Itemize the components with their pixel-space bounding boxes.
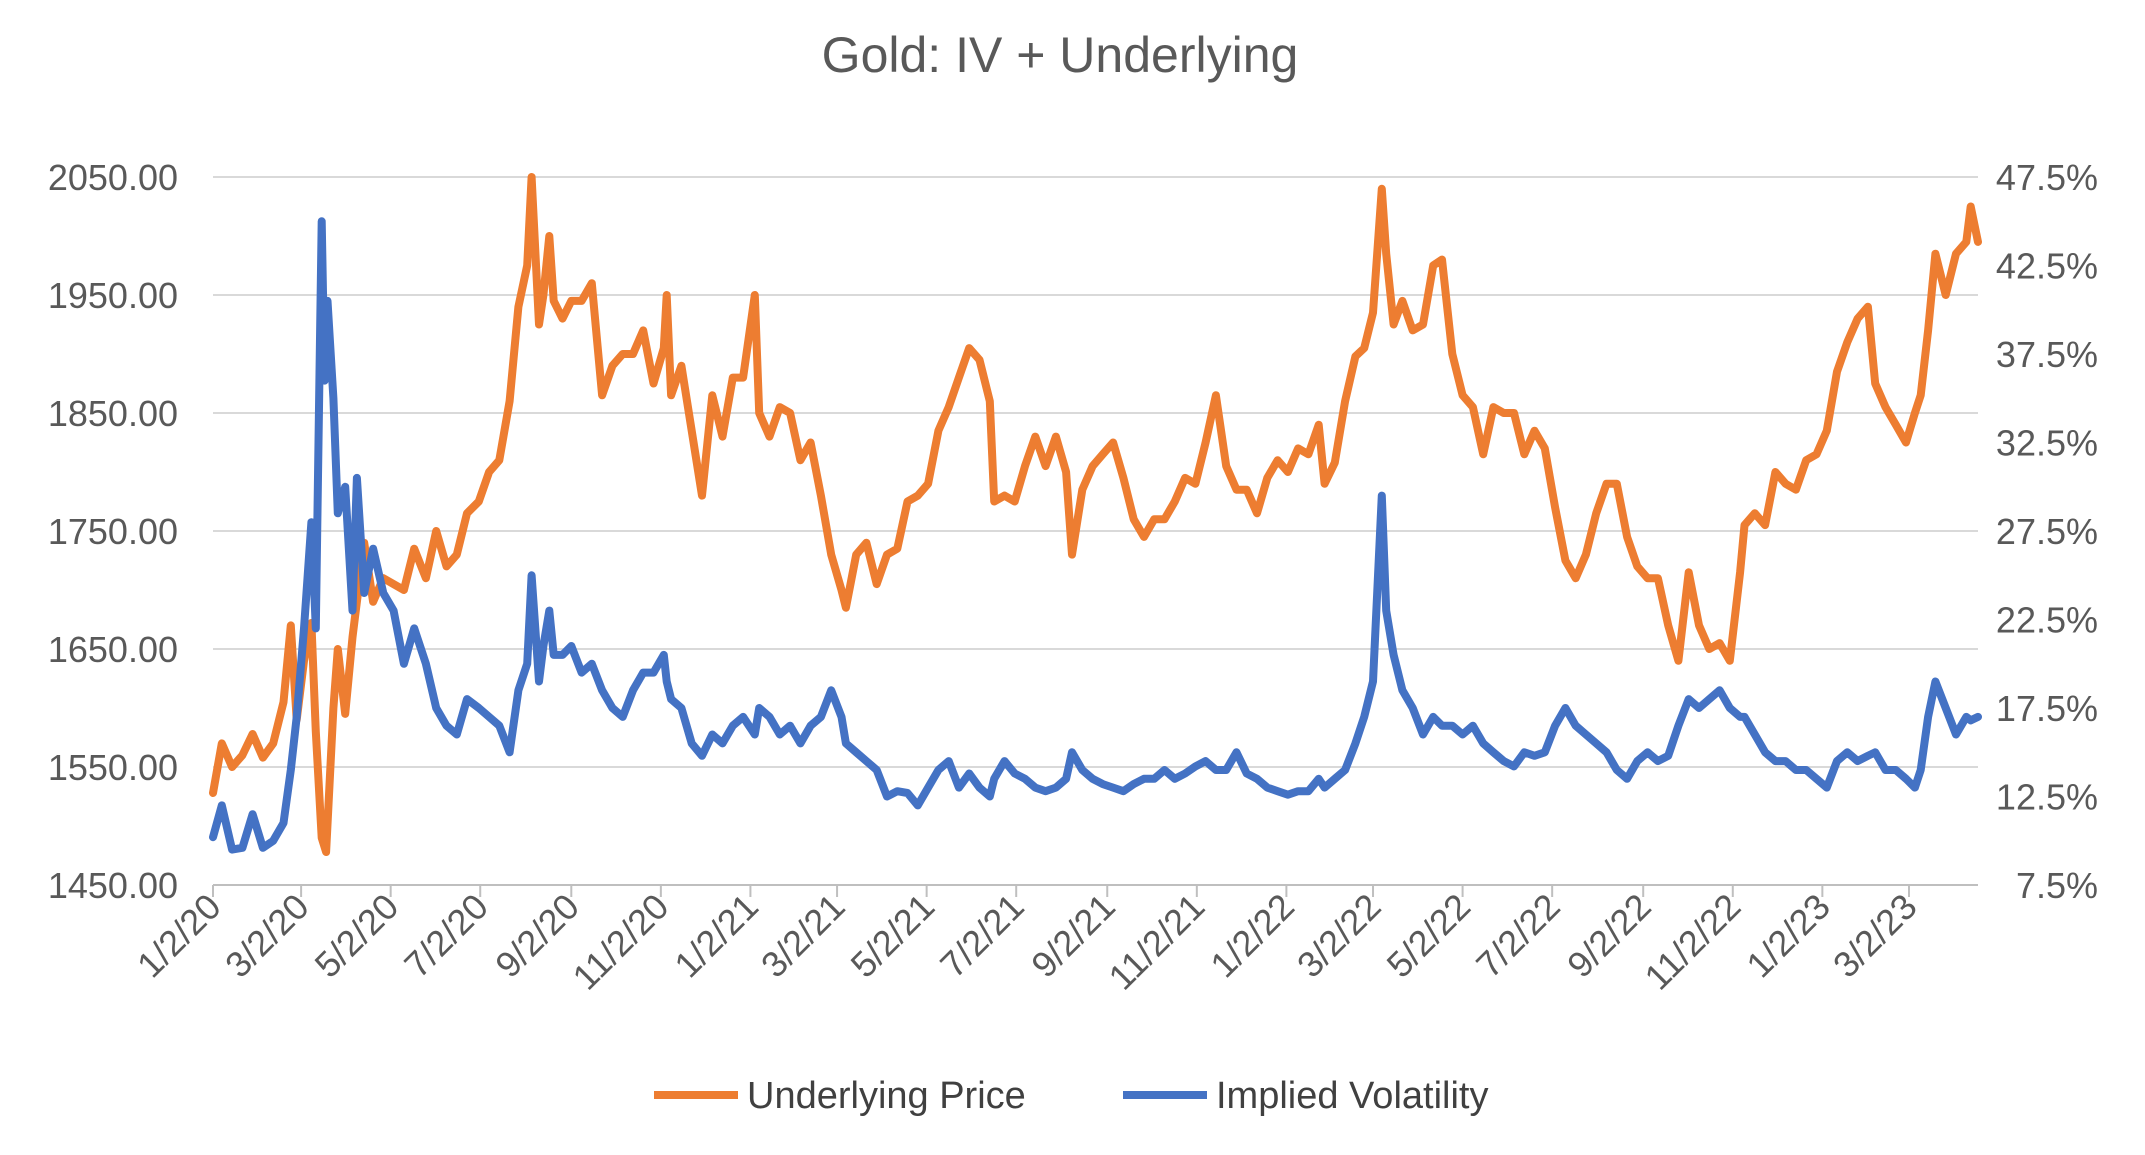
right-tick-label: 27.5% [1996,511,2098,552]
legend: Underlying Price Implied Volatility [654,1075,1488,1117]
left-tick-label: 1750.00 [48,511,178,552]
right-tick-label: 32.5% [1996,423,2098,464]
x-tick-label: 11/2/20 [564,886,676,998]
right-tick-label: 22.5% [1996,600,2098,641]
x-tick-label: 3/2/21 [753,886,853,986]
x-tick-label: 7/2/21 [932,886,1032,986]
x-tick-label: 1/2/21 [666,886,766,986]
left-axis-ticks: 1450.00 1550.00 1650.00 1750.00 1850.00 1950.… [48,157,178,906]
x-axis-ticks: 1/2/203/2/205/2/207/2/209/2/2011/2/201/2… [129,885,1925,998]
x-tick-label: 11/2/22 [1636,886,1748,998]
x-tick-label: 1/2/22 [1202,886,1302,986]
x-tick-label: 7/2/22 [1468,886,1568,986]
right-axis-ticks: 7.5% 12.5% 17.5% 22.5% 27.5% 32.5% 37.5% 42.5% 4… [1996,157,2098,906]
left-tick-label: 1650.00 [48,629,178,670]
x-tick-label: 5/2/21 [843,886,943,986]
legend-label-underlying-price: Underlying Price [747,1075,1026,1117]
x-tick-label: 11/2/21 [1100,886,1212,998]
left-tick-label: 2050.00 [48,157,178,198]
legend-item-underlying-price[interactable]: Underlying Price [654,1075,1026,1117]
x-tick-label: 5/2/20 [307,886,407,986]
legend-label-implied-volatility: Implied Volatility [1216,1075,1488,1117]
x-tick-label: 7/2/20 [396,886,496,986]
left-tick-label: 1450.00 [48,865,178,906]
x-tick-label: 1/2/23 [1738,886,1838,986]
legend-item-implied-volatility[interactable]: Implied Volatility [1123,1075,1488,1117]
x-tick-label: 3/2/22 [1289,886,1389,986]
right-tick-label: 37.5% [1996,334,2098,375]
x-tick-label: 5/2/22 [1378,886,1478,986]
right-tick-label: 12.5% [1996,777,2098,818]
series-lines [209,173,1982,856]
right-tick-label: 42.5% [1996,246,2098,287]
x-tick-label: 3/2/23 [1825,886,1925,986]
x-tick-label: 3/2/20 [217,886,317,986]
right-tick-label: 47.5% [1996,157,2098,198]
left-tick-label: 1950.00 [48,275,178,316]
left-tick-label: 1550.00 [48,747,178,788]
right-tick-label: 7.5% [2016,865,2098,906]
left-tick-label: 1850.00 [48,393,178,434]
chart-title: Gold: IV + Underlying [822,27,1299,83]
series-line-implied-volatility [209,217,1982,854]
series-line-underlying-price [209,173,1982,856]
right-tick-label: 17.5% [1996,688,2098,729]
gridlines [213,176,1978,768]
